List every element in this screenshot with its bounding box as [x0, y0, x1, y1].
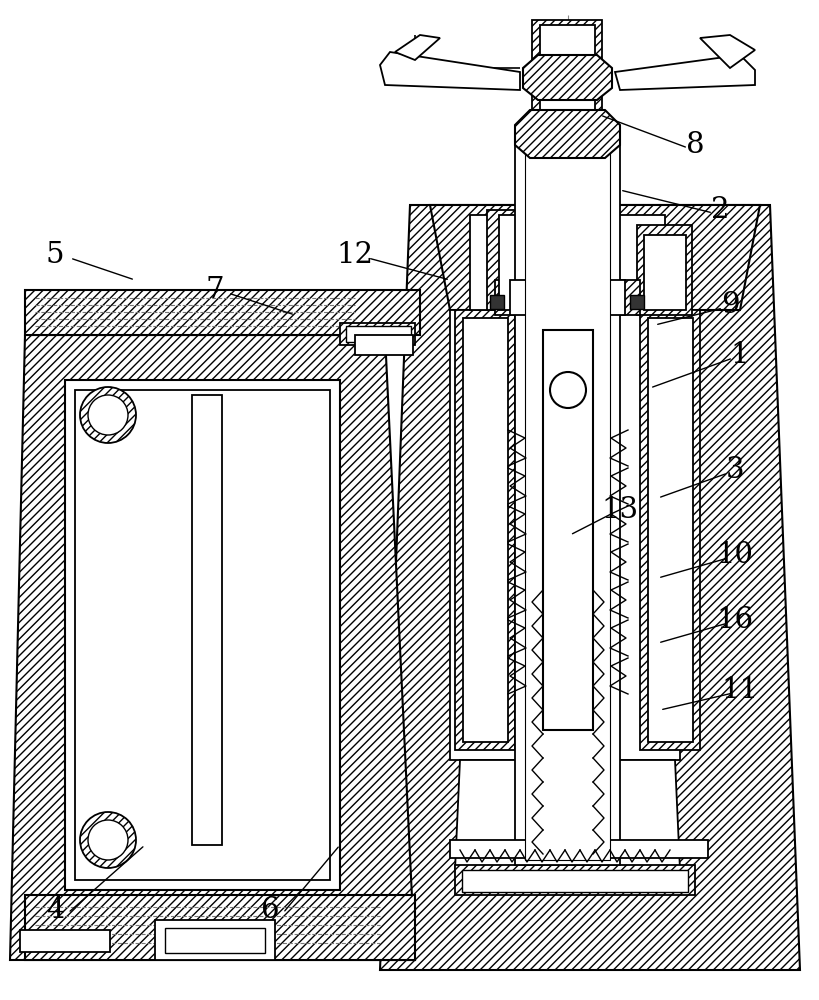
Bar: [499, 215, 534, 310]
Text: 7: 7: [206, 276, 224, 304]
Text: 4: 4: [46, 896, 64, 924]
Bar: [524, 150, 609, 860]
Bar: [340, 323, 414, 345]
Bar: [514, 145, 619, 865]
Bar: [75, 390, 329, 880]
Bar: [495, 280, 639, 315]
Polygon shape: [379, 52, 519, 90]
Polygon shape: [614, 55, 754, 90]
Bar: [643, 235, 686, 310]
Text: 6: 6: [260, 896, 279, 924]
Circle shape: [80, 812, 136, 868]
Polygon shape: [455, 760, 679, 870]
Bar: [450, 840, 707, 858]
Bar: [165, 928, 265, 953]
Text: 9: 9: [720, 291, 739, 319]
Bar: [65, 380, 340, 890]
Text: 10: 10: [716, 541, 753, 569]
Text: 16: 16: [716, 606, 753, 634]
Polygon shape: [10, 335, 414, 960]
Bar: [486, 210, 546, 310]
Bar: [639, 310, 699, 750]
Bar: [629, 295, 643, 309]
Bar: [540, 25, 595, 140]
Bar: [542, 330, 592, 730]
Bar: [25, 895, 414, 960]
Bar: [509, 280, 624, 315]
Text: 12: 12: [336, 241, 373, 269]
Text: 8: 8: [685, 131, 704, 159]
Circle shape: [80, 387, 136, 443]
Circle shape: [88, 820, 128, 860]
Circle shape: [550, 372, 586, 408]
Text: 13: 13: [600, 496, 638, 524]
Bar: [647, 318, 692, 742]
Bar: [25, 290, 419, 335]
Polygon shape: [523, 55, 611, 100]
Bar: [192, 395, 222, 845]
Text: 11: 11: [721, 676, 758, 704]
Text: 2: 2: [710, 196, 728, 224]
Bar: [532, 20, 601, 145]
Polygon shape: [395, 35, 440, 60]
Polygon shape: [379, 205, 799, 970]
Text: 5: 5: [46, 241, 64, 269]
Bar: [20, 930, 110, 952]
Bar: [490, 295, 504, 309]
Bar: [155, 920, 274, 960]
Bar: [455, 310, 514, 750]
Bar: [346, 326, 410, 342]
Polygon shape: [429, 205, 759, 310]
Bar: [455, 865, 695, 895]
Polygon shape: [699, 35, 754, 68]
Bar: [461, 870, 687, 892]
Polygon shape: [514, 110, 619, 158]
Bar: [636, 225, 691, 315]
Bar: [355, 335, 413, 355]
Text: 3: 3: [725, 456, 744, 484]
Text: 1: 1: [730, 341, 749, 369]
Circle shape: [88, 395, 128, 435]
Polygon shape: [450, 310, 679, 760]
Bar: [463, 318, 508, 742]
Bar: [469, 215, 664, 310]
